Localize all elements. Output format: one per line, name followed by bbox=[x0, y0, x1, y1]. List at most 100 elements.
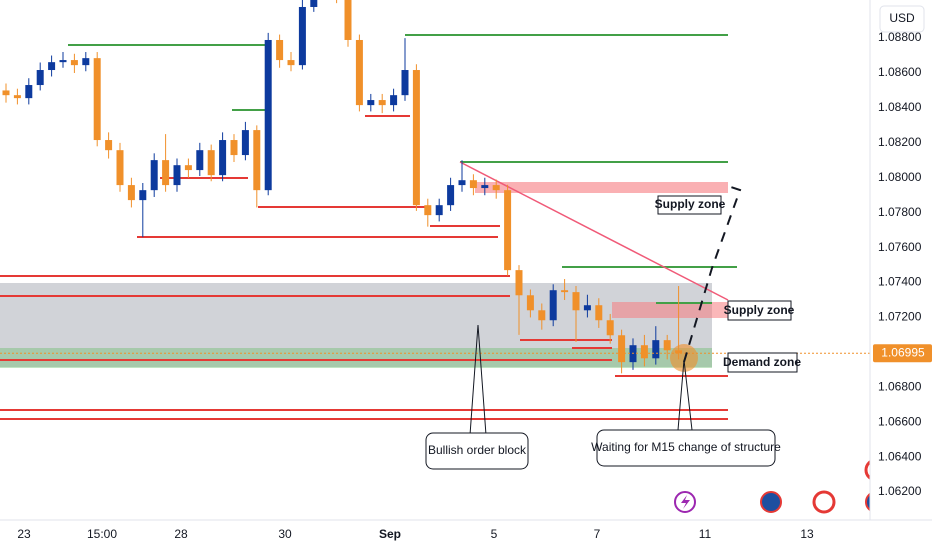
candle-body bbox=[310, 0, 318, 7]
candle-body bbox=[435, 205, 443, 216]
candle-body bbox=[355, 39, 363, 106]
candle-body bbox=[663, 340, 671, 351]
candle-body bbox=[230, 140, 238, 156]
demand-zone bbox=[0, 348, 712, 368]
candle-body bbox=[378, 100, 386, 106]
callout-box bbox=[596, 429, 776, 467]
annotation: Waiting for M15 change of structure bbox=[591, 440, 781, 454]
y-tick-label: 1.08600 bbox=[878, 65, 922, 79]
x-tick-label: 5 bbox=[491, 527, 498, 541]
y-tick-label: 1.06400 bbox=[878, 449, 922, 463]
x-tick-label: 28 bbox=[174, 527, 188, 541]
candle-body bbox=[2, 90, 10, 96]
candle-body bbox=[287, 60, 295, 66]
candle-body bbox=[241, 130, 249, 156]
candle-body bbox=[401, 70, 409, 96]
candle-body bbox=[59, 60, 67, 63]
candle-body bbox=[526, 295, 534, 311]
y-tick-label: 1.08800 bbox=[878, 30, 922, 44]
candle-body bbox=[367, 100, 375, 106]
candle-body bbox=[25, 85, 33, 99]
callout-box bbox=[425, 432, 529, 470]
label-box bbox=[657, 195, 722, 215]
candle-body bbox=[458, 180, 466, 186]
candle-body bbox=[127, 185, 135, 201]
x-tick-label: 7 bbox=[594, 527, 601, 541]
event-icon[interactable] bbox=[865, 492, 886, 512]
y-tick-label: 1.08400 bbox=[878, 100, 922, 114]
y-tick-label: 1.08000 bbox=[878, 170, 922, 184]
candle-body bbox=[253, 130, 261, 191]
candle-body bbox=[150, 160, 158, 191]
candle-body bbox=[139, 190, 147, 201]
candle-body bbox=[549, 290, 557, 321]
candle-body bbox=[93, 58, 101, 141]
candle-body bbox=[276, 39, 284, 61]
label-box bbox=[727, 300, 792, 321]
trend-line bbox=[459, 161, 729, 301]
annotation: Bullish order block bbox=[428, 443, 527, 457]
candle-body bbox=[219, 140, 227, 176]
candle-body bbox=[344, 0, 352, 40]
supply-zone bbox=[612, 302, 728, 318]
candle-body bbox=[116, 150, 124, 186]
annotation: Supply zone bbox=[655, 197, 726, 211]
y-tick-label: 1.06600 bbox=[878, 414, 922, 428]
last-price-label: 1.06995 bbox=[881, 345, 925, 359]
candle-body bbox=[36, 70, 44, 86]
supply-zone bbox=[475, 182, 728, 193]
event-icon[interactable] bbox=[760, 491, 782, 513]
y-tick-label: 1.07800 bbox=[878, 205, 922, 219]
candle-body bbox=[298, 6, 306, 66]
currency-button[interactable] bbox=[879, 5, 925, 33]
label-box bbox=[727, 352, 798, 373]
candle-body bbox=[481, 185, 489, 189]
candle-body bbox=[504, 190, 512, 271]
callout-pointer bbox=[469, 324, 487, 436]
event-icon[interactable] bbox=[864, 460, 886, 480]
event-icon bbox=[681, 495, 690, 509]
candle-body bbox=[390, 95, 398, 106]
last-price-tag bbox=[873, 344, 932, 363]
candle-body bbox=[162, 160, 170, 186]
y-tick-label: 1.07400 bbox=[878, 275, 922, 289]
candle-body bbox=[618, 335, 626, 363]
candle-body bbox=[207, 150, 215, 176]
candle-body bbox=[538, 310, 546, 321]
candle-body bbox=[469, 180, 477, 189]
y-tick-label: 1.07200 bbox=[878, 310, 922, 324]
candle-body bbox=[105, 140, 113, 151]
callout-pointer bbox=[677, 359, 693, 431]
candle-body bbox=[606, 320, 614, 336]
candle-body bbox=[492, 185, 500, 191]
candle-body bbox=[424, 205, 432, 216]
candle-body bbox=[412, 70, 420, 206]
x-tick-label: 11 bbox=[699, 527, 712, 541]
x-tick-label: 30 bbox=[278, 527, 292, 541]
y-tick-label: 1.06800 bbox=[878, 379, 922, 393]
candle-body bbox=[515, 270, 523, 296]
candle-body bbox=[264, 39, 272, 191]
candle-body bbox=[640, 345, 648, 359]
candle-body bbox=[184, 165, 192, 171]
candle-body bbox=[82, 58, 90, 66]
candle-body bbox=[595, 305, 603, 321]
plot-area: Bullish order block Waiting for M15 chan… bbox=[0, 0, 886, 514]
x-tick-label: 15:00 bbox=[87, 527, 117, 541]
currency: USD bbox=[889, 11, 915, 25]
candle-body bbox=[196, 150, 204, 171]
candle-body bbox=[572, 292, 580, 311]
candle-body bbox=[48, 62, 56, 71]
candle-body bbox=[70, 60, 78, 66]
x-tick-label: 13 bbox=[800, 527, 814, 541]
candle-body bbox=[13, 95, 21, 99]
x-tick-label: Sep bbox=[379, 527, 401, 541]
projection bbox=[683, 185, 742, 363]
red-levels bbox=[0, 115, 728, 420]
event-icon[interactable] bbox=[812, 490, 836, 514]
y-tick-label: 1.08200 bbox=[878, 135, 922, 149]
candle-body bbox=[561, 290, 569, 293]
candle-body bbox=[447, 185, 455, 206]
candle-body bbox=[652, 340, 660, 359]
